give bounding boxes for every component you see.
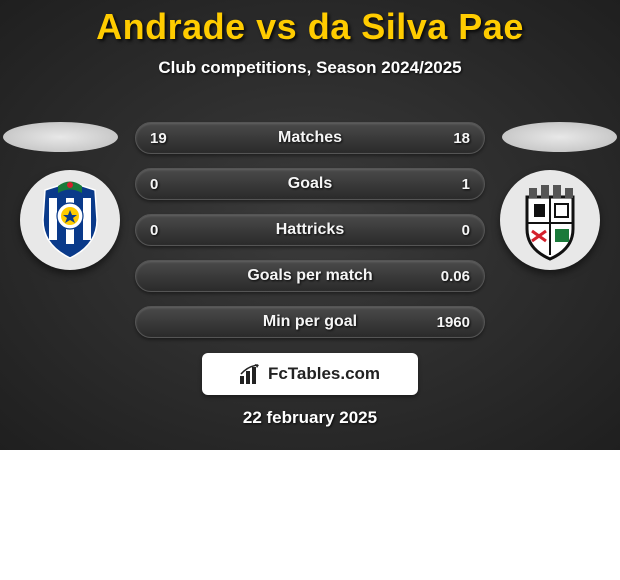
blank-region: [0, 450, 620, 580]
stat-left-value: 0: [150, 222, 158, 239]
stat-right-value: 1: [462, 176, 470, 193]
stat-right-value: 18: [453, 130, 470, 147]
club-crest-right: [500, 170, 600, 270]
stats-table: 19 Matches 18 0 Goals 1 0 Hattricks 0 Go…: [135, 122, 485, 352]
stat-right-value: 0: [462, 222, 470, 239]
player-right-shadow: [502, 122, 617, 152]
page-title: Andrade vs da Silva Pae: [0, 0, 620, 48]
stat-row: Min per goal 1960: [135, 306, 485, 338]
stat-label: Goals: [136, 175, 484, 193]
club-crest-left: [20, 170, 120, 270]
stat-label: Matches: [136, 129, 484, 147]
leiria-crest-icon: [515, 179, 585, 261]
stat-left-value: 19: [150, 130, 167, 147]
comparison-card: Andrade vs da Silva Pae Club competition…: [0, 0, 620, 450]
subtitle: Club competitions, Season 2024/2025: [0, 58, 620, 78]
stat-label: Goals per match: [136, 267, 484, 285]
brand-text: FcTables.com: [268, 364, 380, 384]
stat-row: Goals per match 0.06: [135, 260, 485, 292]
stat-left-value: 0: [150, 176, 158, 193]
brand-link[interactable]: FcTables.com: [202, 353, 418, 395]
stat-row: 19 Matches 18: [135, 122, 485, 154]
stat-row: 0 Goals 1: [135, 168, 485, 200]
stat-row: 0 Hattricks 0: [135, 214, 485, 246]
player-left-shadow: [3, 122, 118, 152]
bar-chart-icon: [240, 364, 262, 384]
stat-right-value: 1960: [437, 314, 470, 331]
porto-crest-icon: [35, 180, 105, 260]
stat-label: Hattricks: [136, 221, 484, 239]
stat-right-value: 0.06: [441, 268, 470, 285]
stat-label: Min per goal: [136, 313, 484, 331]
date-line: 22 february 2025: [0, 408, 620, 428]
